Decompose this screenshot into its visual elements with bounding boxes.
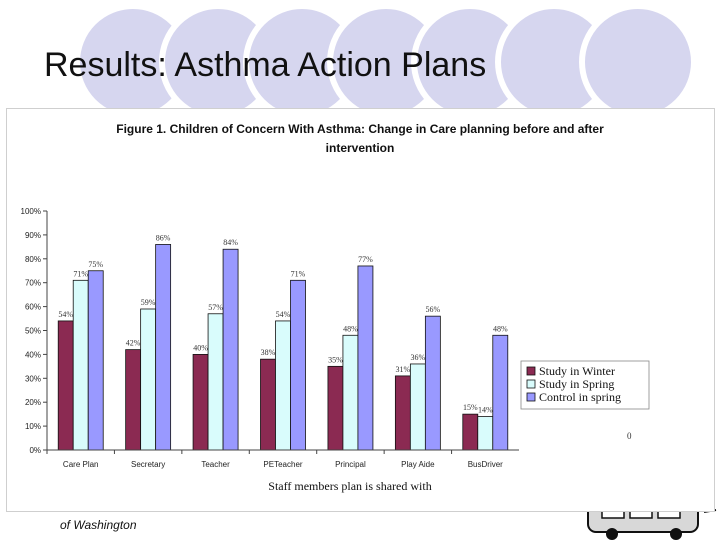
- bar: [155, 244, 172, 451]
- x-tick-label: Secretary: [131, 460, 165, 469]
- bar-value-label: 36%: [411, 353, 426, 362]
- bar: [477, 416, 494, 451]
- bar: [207, 313, 224, 451]
- x-tick-label: PETeacher: [263, 460, 302, 469]
- bar-value-label: 15%: [463, 403, 478, 412]
- bar-value-label: 59%: [141, 298, 156, 307]
- legend-swatch: [526, 379, 536, 389]
- bar-value-label: 71%: [291, 269, 306, 278]
- decorative-circles: [74, 3, 697, 121]
- bar: [275, 320, 291, 451]
- x-tick-label: Teacher: [201, 460, 230, 469]
- x-tick-label: Care Plan: [63, 460, 99, 469]
- x-tick-label: Play Aide: [401, 460, 435, 469]
- bar-value-label: 35%: [328, 355, 343, 364]
- bar: [424, 315, 441, 451]
- bus-wheel: [606, 528, 618, 540]
- bar: [409, 363, 426, 451]
- bar: [192, 353, 209, 451]
- bar-chart: Figure 1. Children of Concern With Asthm…: [21, 122, 650, 493]
- x-axis-tick-labels: Care Plan Secretary Teacher PETeacher Princi…: [46, 449, 519, 469]
- slide-title: Results: Asthma Action Plans: [44, 46, 487, 84]
- bar-value-label: 38%: [261, 348, 276, 357]
- y-tick-label: 40%: [25, 350, 41, 359]
- chart-panel: Figure 1. Children of Concern With Asthm…: [6, 108, 715, 512]
- bar: [140, 308, 157, 451]
- y-tick-label: 80%: [25, 255, 41, 264]
- y-tick-label: 60%: [25, 303, 41, 312]
- y-tick-label: 100%: [21, 207, 41, 216]
- bus-wheel: [670, 528, 682, 540]
- legend-box: [520, 360, 650, 410]
- bar: [260, 358, 276, 451]
- y-tick-label: 90%: [25, 231, 41, 240]
- deco-circle: [579, 3, 697, 121]
- bar: [327, 365, 344, 451]
- y-axis: 0% 10% 20% 30% 40% 50% 60% 70% 80% 90% 100%: [21, 207, 48, 455]
- bar-value-label: 56%: [426, 305, 441, 314]
- bar-value-label: 86%: [156, 233, 171, 242]
- legend-swatch: [526, 366, 536, 376]
- x-tick-label: BusDriver: [468, 460, 503, 469]
- extra-zero-label: 0: [627, 431, 632, 441]
- legend-swatch: [526, 392, 536, 402]
- bar-value-label: 42%: [126, 339, 141, 348]
- chart-title-line1: Figure 1. Children of Concern With Asthm…: [116, 122, 604, 136]
- bar-value-label: 48%: [493, 324, 508, 333]
- logo-subtitle: of Washington: [60, 518, 137, 532]
- bar: [125, 349, 142, 451]
- y-tick-label: 0%: [29, 446, 41, 455]
- bar-value-label: 54%: [276, 310, 291, 319]
- bar-value-label: 48%: [343, 324, 358, 333]
- bar: [342, 334, 359, 451]
- bar: [72, 279, 89, 451]
- y-tick-label: 50%: [25, 327, 41, 336]
- x-tick-label: Principal: [335, 460, 366, 469]
- y-tick-label: 30%: [25, 374, 41, 383]
- bar: [462, 413, 479, 451]
- bars: 54%71%75%42%59%86%40%57%84%38%54%71%35%4…: [57, 233, 509, 451]
- y-tick-label: 10%: [25, 422, 41, 431]
- legend-label: Study in Winter: [539, 364, 615, 378]
- y-tick-label: 20%: [25, 398, 41, 407]
- bar-value-label: 57%: [208, 303, 223, 312]
- bar-value-label: 54%: [58, 310, 73, 319]
- bar-value-label: 31%: [396, 365, 411, 374]
- bar-value-label: 14%: [478, 406, 493, 415]
- legend-label: Study in Spring: [539, 377, 614, 391]
- bar: [57, 320, 74, 451]
- bar: [290, 279, 306, 451]
- bar: [222, 248, 239, 451]
- chart-title-line2: intervention: [326, 141, 395, 155]
- bar: [357, 265, 374, 451]
- bar: [492, 334, 509, 451]
- bar-value-label: 71%: [73, 269, 88, 278]
- y-tick-label: 70%: [25, 279, 41, 288]
- bar: [87, 270, 104, 451]
- bar-value-label: 75%: [88, 260, 103, 269]
- bar-value-label: 40%: [193, 343, 208, 352]
- bar-value-label: 77%: [358, 255, 373, 264]
- legend-label: Control in spring: [539, 390, 621, 404]
- bar: [394, 375, 411, 451]
- bar-value-label: 84%: [223, 238, 238, 247]
- x-axis-title: Staff members plan is shared with: [268, 479, 431, 493]
